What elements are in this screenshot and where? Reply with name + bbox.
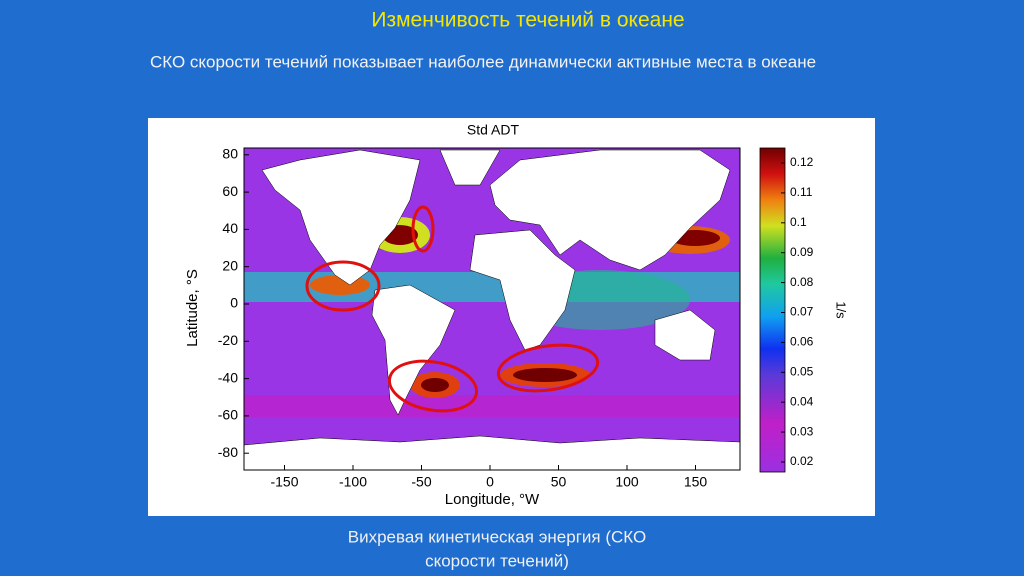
caption-line: Вихревая кинетическая энергия (СКО (348, 527, 646, 546)
north-america (261, 149, 421, 286)
x-tick-label: 0 (486, 474, 494, 490)
highlight (387, 359, 479, 413)
y-tick-label: 80 (222, 146, 238, 162)
x-tick-label: -150 (270, 474, 298, 490)
greenland (439, 149, 501, 186)
x-tick-label: -100 (339, 474, 367, 490)
caption-line: скорости течений) (425, 551, 569, 570)
plot-frame (243, 147, 741, 471)
colorbar-tick-label: 0.04 (790, 394, 814, 408)
x-tick-label: 50 (551, 474, 567, 490)
slide-subtitle: СКО скорости течений показывает наиболее… (150, 52, 816, 71)
x-tick-label: 150 (684, 474, 708, 490)
malvinas-core (421, 378, 449, 392)
colorbar-tick-label: 0.12 (790, 155, 814, 169)
highlights (305, 205, 600, 413)
southern-band (244, 395, 740, 417)
y-tick-label: -20 (218, 332, 238, 348)
colorbar-tick-label: 0.1 (790, 215, 807, 229)
land (244, 149, 740, 470)
colorbar-tick-label: 0.03 (790, 424, 814, 438)
figure-title: Std ADT (467, 122, 520, 138)
y-tick-label: 40 (222, 220, 238, 236)
highlight (411, 205, 435, 253)
colorbar-label: 1/s (834, 301, 849, 319)
colorbar-tick-label: 0.09 (790, 245, 814, 259)
australia (654, 309, 716, 361)
colorbar-tick-label: 0.06 (790, 335, 814, 349)
africa (469, 229, 576, 351)
highlight (496, 343, 600, 393)
map (244, 148, 740, 470)
y-tick-label: -40 (218, 369, 238, 385)
colorbar-tick-label: 0.05 (790, 364, 814, 378)
x-tick-label: -50 (411, 474, 431, 490)
colorbar-tick-label: 0.02 (790, 454, 814, 468)
highlight (305, 260, 381, 312)
antarctica (244, 435, 740, 470)
y-axis-label: Latitude, °S (184, 269, 201, 347)
colorbar-tick-label: 0.07 (790, 305, 814, 319)
y-tick-label: 0 (230, 295, 238, 311)
slide-title: Изменчивость течений в океане (371, 9, 684, 32)
x-tick-label: 100 (615, 474, 639, 490)
y-tick-label: 60 (222, 183, 238, 199)
y-tick-label: 20 (222, 257, 238, 273)
agulhas-core (513, 368, 577, 382)
x-axis-label: Longitude, °W (445, 491, 540, 508)
y-tick-label: -80 (218, 444, 238, 460)
colorbar-tick-label: 0.08 (790, 275, 814, 289)
y-tick-label: -60 (218, 407, 238, 423)
colorbar (759, 147, 786, 473)
colorbar-tick-label: 0.11 (790, 185, 813, 199)
eurasia (489, 149, 731, 271)
